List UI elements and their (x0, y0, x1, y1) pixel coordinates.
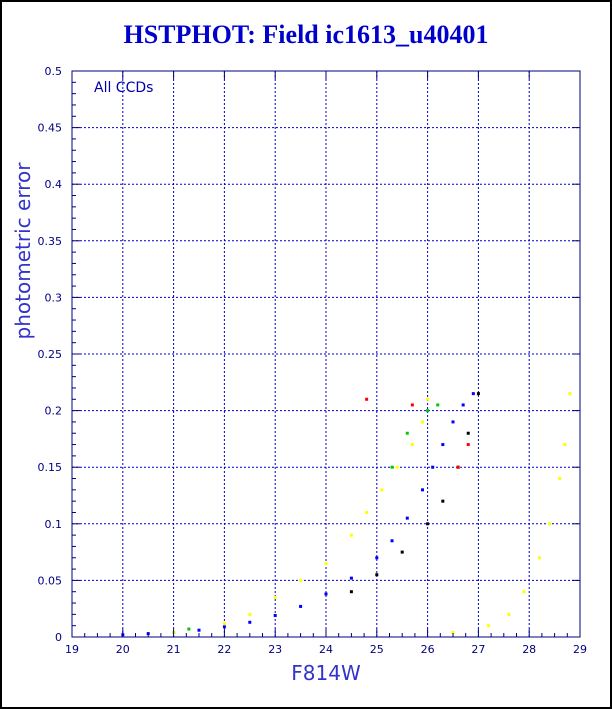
window-border-left (0, 0, 2, 709)
data-point (461, 403, 465, 407)
chart-title: HSTPHOT: Field ic1613_u40401 (123, 20, 489, 49)
data-point (299, 604, 303, 608)
y-tick-label: 0.3 (45, 291, 63, 304)
x-axis-label: F814W (291, 661, 361, 685)
data-point (187, 627, 191, 631)
data-point (299, 578, 303, 582)
data-points (121, 392, 572, 637)
data-point (476, 392, 480, 396)
data-point (421, 420, 425, 424)
data-point (375, 556, 379, 560)
data-point (349, 576, 353, 580)
data-point (395, 465, 399, 469)
data-point (563, 443, 567, 447)
y-tick-label: 0.1 (45, 518, 63, 531)
window-border-top (0, 0, 612, 2)
data-point (426, 522, 430, 526)
data-point (441, 443, 445, 447)
y-tick-label: 0.2 (45, 405, 63, 418)
y-tick-label: 0.4 (45, 178, 63, 191)
data-point (222, 621, 226, 625)
data-point (558, 477, 562, 481)
y-tick-label: 0.45 (38, 122, 63, 135)
data-point (248, 620, 252, 624)
y-tick-label: 0.35 (38, 235, 63, 248)
axes (71, 70, 581, 638)
data-point (451, 630, 455, 634)
x-tick-label: 25 (370, 643, 384, 656)
x-tick-label: 28 (522, 643, 536, 656)
data-point (273, 613, 277, 617)
data-point (436, 403, 440, 407)
data-point (487, 624, 491, 628)
data-point (471, 392, 475, 396)
data-point (349, 590, 353, 594)
data-point (537, 556, 541, 560)
data-point (431, 465, 435, 469)
data-point (451, 420, 455, 424)
grid (71, 70, 581, 638)
data-point (248, 612, 252, 616)
data-point (380, 488, 384, 492)
tick-labels: 19 20 21 22 23 24 25 26 27 28 29 0 0.05 0.1 0.15 0.2 0.2… (38, 65, 588, 656)
data-point (548, 522, 552, 526)
data-point (522, 590, 526, 594)
x-tick-label: 22 (217, 643, 231, 656)
y-tick-label: 0.5 (45, 65, 63, 78)
data-point (466, 443, 470, 447)
data-point (410, 443, 414, 447)
data-point (365, 510, 369, 514)
data-point (273, 595, 277, 599)
y-axis-label: photometric error (11, 162, 35, 340)
data-point (390, 465, 394, 469)
data-point (324, 592, 328, 596)
x-tick-label: 23 (268, 643, 282, 656)
data-point (410, 403, 414, 407)
data-point (390, 539, 394, 543)
data-point (466, 431, 470, 435)
data-point (426, 397, 430, 401)
x-tick-label: 21 (167, 643, 181, 656)
data-point (400, 550, 404, 554)
x-tick-label: 20 (116, 643, 130, 656)
data-point (197, 628, 201, 632)
data-point (507, 612, 511, 616)
y-tick-label: 0 (55, 631, 62, 644)
window-border-bottom (0, 707, 612, 709)
data-point (405, 431, 409, 435)
x-tick-label: 29 (573, 643, 587, 656)
window-border-right (610, 0, 612, 709)
data-point (405, 516, 409, 520)
data-point (349, 533, 353, 537)
x-tick-label: 26 (421, 643, 435, 656)
x-tick-label: 27 (471, 643, 485, 656)
data-point (375, 573, 379, 577)
y-tick-label: 0.25 (38, 348, 63, 361)
data-point (365, 397, 369, 401)
data-point (324, 561, 328, 565)
annotation-all-ccds: All CCDs (94, 80, 153, 96)
data-point (441, 499, 445, 503)
y-tick-label: 0.05 (38, 574, 63, 587)
data-point (426, 409, 430, 413)
x-tick-label: 19 (65, 643, 79, 656)
data-point (456, 465, 460, 469)
y-tick-label: 0.15 (38, 461, 63, 474)
data-point (568, 392, 572, 396)
data-point (421, 488, 425, 492)
data-point (222, 625, 226, 629)
x-tick-label: 24 (319, 643, 333, 656)
